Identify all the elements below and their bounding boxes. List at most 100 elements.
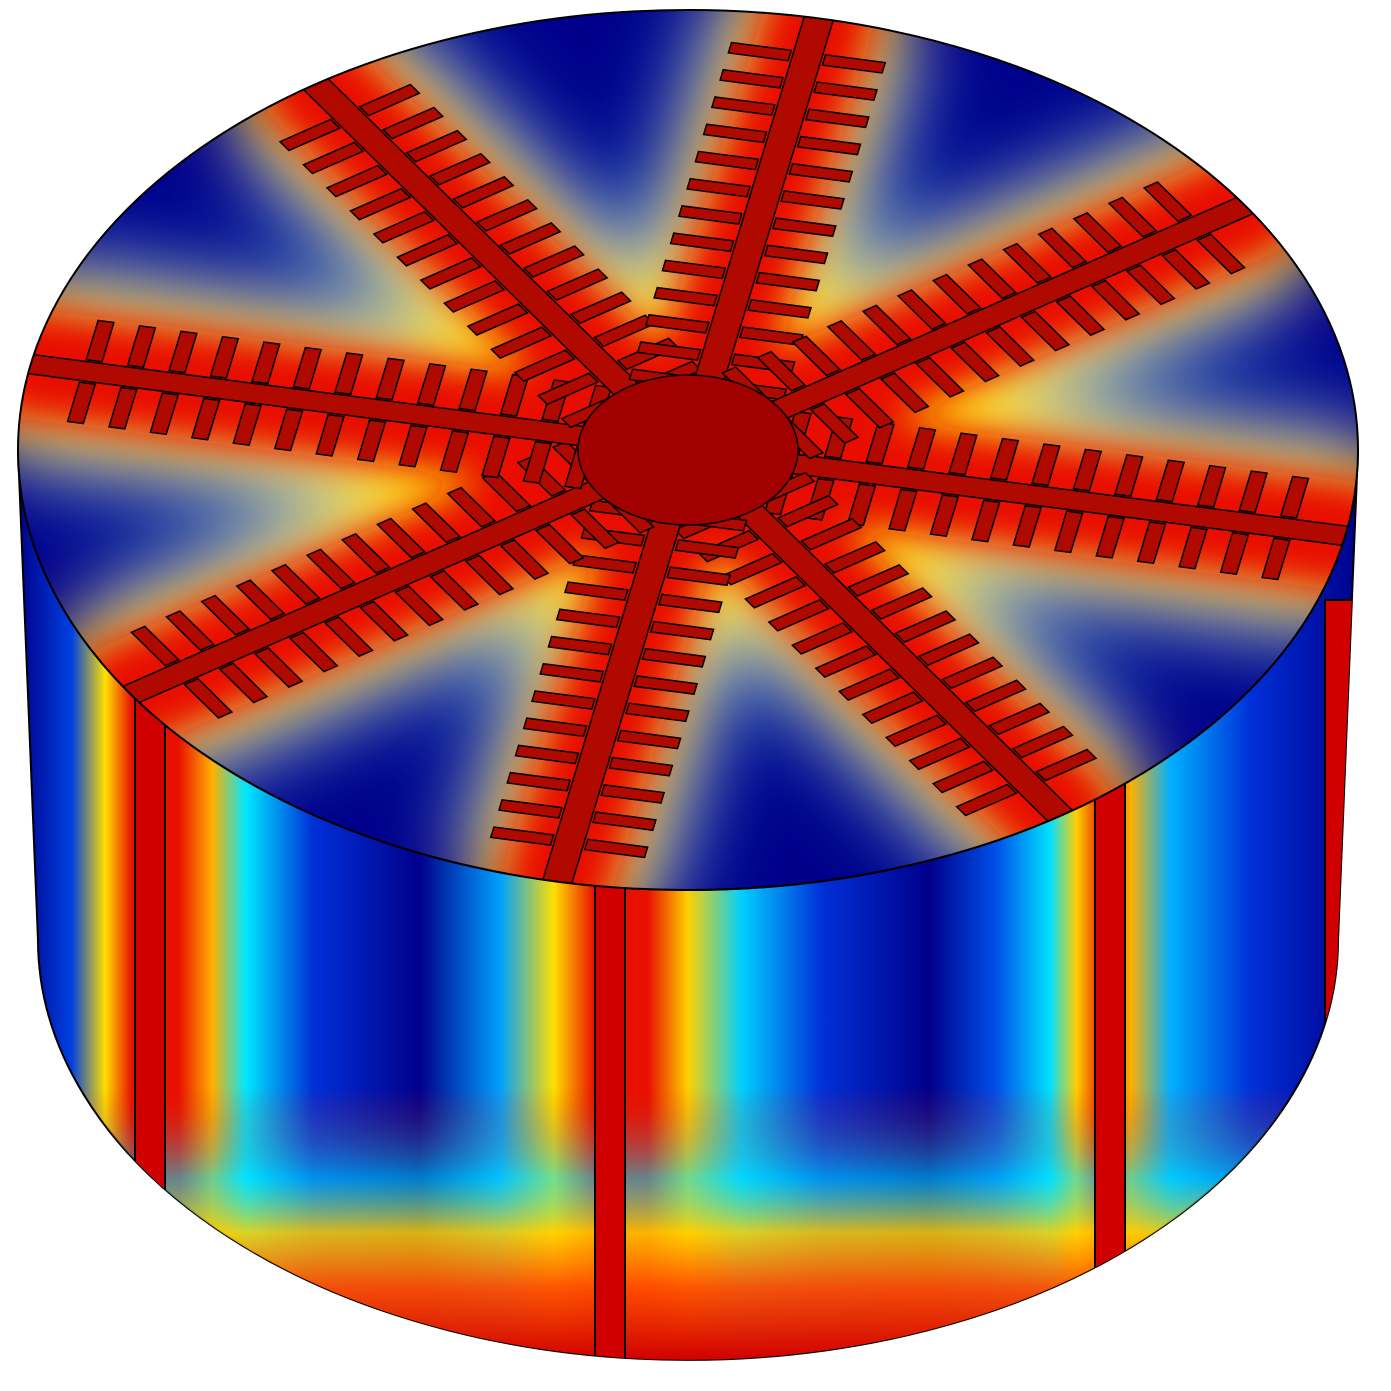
electrode-finger	[649, 620, 715, 641]
electrode-finger	[884, 714, 948, 748]
electrode-finger	[439, 430, 470, 474]
electrode-finger	[1125, 264, 1176, 306]
electrode-finger	[405, 129, 468, 163]
electrode-finger	[677, 205, 743, 225]
electrode-finger	[464, 554, 515, 596]
electrode-finger	[372, 210, 435, 244]
electrode-finger	[149, 392, 180, 436]
electrode-finger	[490, 326, 553, 360]
electrode-finger	[894, 610, 957, 643]
electrode-finger	[1002, 242, 1053, 284]
electrode-finger	[657, 593, 723, 614]
electrode-finger	[168, 330, 198, 374]
electrode-finger	[755, 271, 821, 292]
electrode-finger	[796, 135, 862, 156]
electrode-finger	[349, 187, 412, 221]
electrode-finger	[398, 424, 428, 468]
electrode-finger	[1219, 531, 1250, 575]
electrode-finger	[1160, 248, 1211, 290]
electrode-finger	[591, 811, 657, 832]
electrode-finger	[1037, 227, 1088, 269]
electrode-finger	[278, 118, 341, 152]
electrode-finger	[452, 175, 515, 209]
electrode-finger	[906, 426, 937, 470]
electrode-finger	[870, 587, 933, 620]
electrode-finger	[616, 729, 682, 750]
electrode-finger	[771, 217, 837, 238]
electrode-finger	[394, 585, 445, 627]
electrode-finger	[1261, 537, 1291, 581]
electrode-finger	[419, 257, 482, 290]
electrode-finger	[323, 616, 374, 658]
electrode-finger	[710, 96, 776, 116]
electrode-finger	[791, 622, 854, 655]
electrode-finger	[315, 413, 345, 457]
electrode-finger	[837, 668, 901, 702]
electrode-finger	[814, 645, 877, 678]
electrode-finger	[333, 352, 364, 396]
electrode-finger	[955, 783, 1018, 817]
electrode-finger	[1020, 310, 1071, 352]
electrode-finger	[514, 744, 580, 765]
electrode-finger	[499, 539, 550, 581]
electrode-finger	[446, 486, 497, 528]
electrode-finger	[641, 647, 707, 668]
electrode-finger	[108, 386, 138, 430]
electrode-finger	[738, 326, 804, 347]
electrode-finger	[302, 141, 365, 175]
electrode-finger	[1072, 448, 1103, 492]
electrode-finger	[356, 419, 387, 463]
electrode-finger	[232, 403, 262, 446]
electrode-finger	[183, 677, 234, 719]
electrode-finger	[1136, 521, 1167, 565]
electrode-finger	[209, 335, 240, 379]
electrode-finger	[653, 286, 719, 307]
electrode-finger	[253, 647, 304, 688]
electrode-finger	[844, 387, 895, 429]
electrode-finger	[686, 177, 752, 198]
electrode-finger	[879, 372, 930, 414]
electrode-finger	[396, 233, 459, 267]
electrode-finger	[218, 662, 269, 704]
electrode-finger	[534, 523, 585, 565]
electrode-finger	[305, 548, 356, 590]
electrode-finger	[466, 303, 529, 336]
electrode-finger	[1114, 454, 1144, 497]
electrode-finger	[970, 499, 1001, 543]
electrode-finger	[569, 291, 632, 325]
electrode-finger	[914, 356, 965, 398]
electrode-finger	[251, 341, 281, 385]
electrode-finger	[633, 675, 699, 695]
electrode-finger	[813, 81, 878, 102]
side-electrode-strip	[1324, 599, 1356, 1360]
electrode-finger	[1196, 233, 1246, 275]
electrode-finger	[126, 325, 157, 369]
electrode-finger	[608, 756, 674, 777]
electrode-finger	[555, 608, 621, 629]
top-electrodes	[27, 15, 1349, 885]
electrode-finger	[727, 41, 793, 62]
electrode-finger	[624, 702, 690, 723]
electrode-finger	[1155, 459, 1186, 503]
electrode-finger	[359, 600, 409, 642]
electrode-finger	[929, 494, 960, 538]
electrode-finger	[1031, 443, 1061, 487]
electrode-finger	[498, 798, 563, 819]
electrode-finger	[381, 106, 445, 140]
electrode-finger	[546, 268, 609, 302]
electrode-finger	[530, 690, 596, 710]
electrode-finger	[506, 771, 572, 792]
electrode-finger	[1055, 295, 1106, 337]
electrode-finger	[674, 539, 740, 559]
electrode-finger	[200, 594, 251, 636]
cylinder-top	[17, 9, 1359, 891]
electrode-finger	[763, 244, 829, 265]
electrode-finger	[600, 784, 666, 804]
electrode-finger	[1238, 470, 1268, 514]
electrode-finger	[270, 563, 321, 605]
electrode-finger	[416, 362, 447, 406]
electrode-finger	[931, 273, 982, 315]
electrode-finger	[489, 826, 555, 847]
electrode-finger	[941, 656, 1004, 690]
electrode-finger	[917, 633, 980, 667]
